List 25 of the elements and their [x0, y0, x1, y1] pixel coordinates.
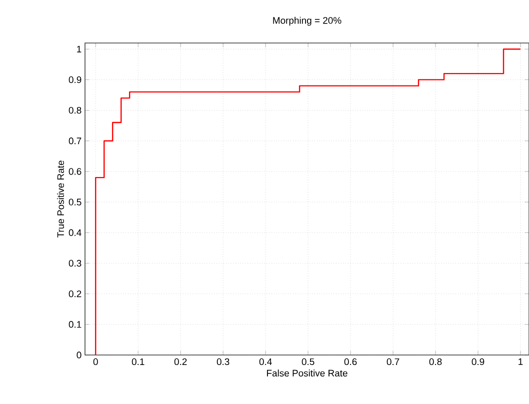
- x-axis-title: False Positive Rate: [267, 370, 348, 377]
- x-tick-label: 0.3: [216, 358, 230, 366]
- x-tick-label: 0.1: [132, 358, 144, 366]
- y-tick-label: 0.3: [68, 260, 82, 267]
- y-tick-label: 0.8: [68, 106, 82, 114]
- y-tick-label: 0.6: [68, 168, 82, 175]
- y-tick-label: 0.2: [68, 290, 82, 298]
- x-tick-label: 0.6: [344, 358, 357, 366]
- x-tick-label: 0.7: [386, 358, 400, 366]
- x-tick-label: 0.9: [472, 358, 484, 366]
- x-tick-label: 0.4: [259, 358, 272, 366]
- y-axis-title: True Positive Rate: [57, 160, 64, 238]
- y-tick-label: 1: [77, 46, 82, 52]
- y-tick-label: 0.7: [68, 138, 82, 144]
- x-tick-label: 0.8: [429, 358, 442, 366]
- y-tick-label: 0.1: [68, 321, 82, 328]
- y-tick-label: 0.4: [68, 229, 82, 236]
- x-tick-label: 0.5: [302, 358, 314, 366]
- x-tick-label: 0: [93, 358, 98, 366]
- x-tick-label: 0.2: [174, 358, 187, 366]
- x-tick-label: 1: [518, 358, 523, 365]
- y-tick-label: 0: [76, 352, 82, 358]
- y-tick-label: 0.5: [68, 198, 82, 206]
- y-tick-label: 0.9: [68, 76, 82, 84]
- chart-title: Morphing = 20%: [273, 16, 342, 26]
